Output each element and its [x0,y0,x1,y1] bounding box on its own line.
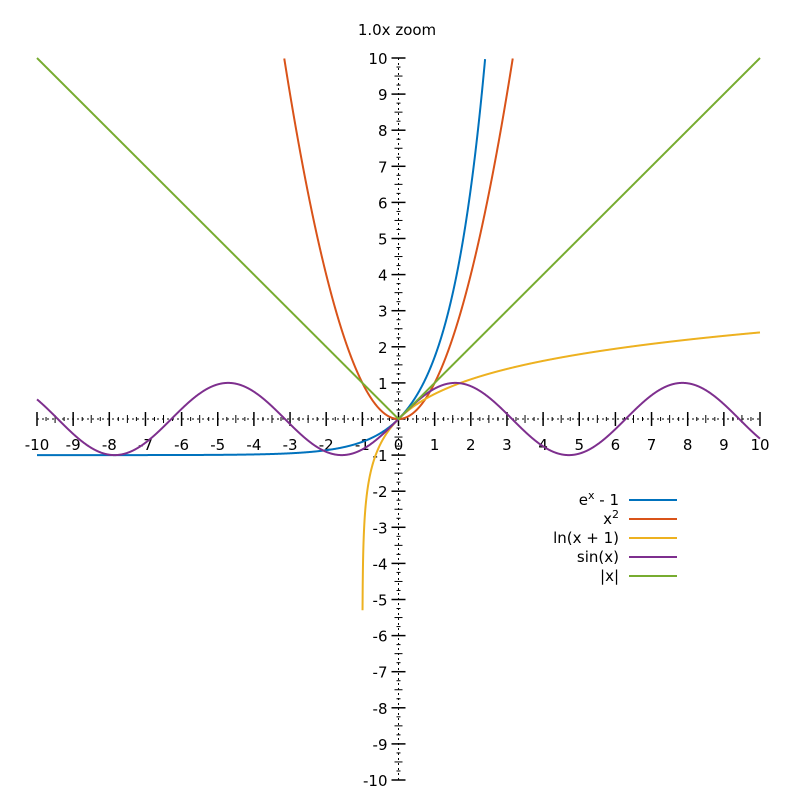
y-tick-label: -7 [373,664,388,682]
y-tick-label: 2 [378,339,388,357]
x-tick-label: 4 [538,436,548,454]
legend-label: ex - 1 [579,489,619,509]
y-tick-label: -5 [373,592,388,610]
legend-label: |x| [600,567,619,585]
x-tick-label: 1 [430,436,440,454]
x-tick-label: 0 [394,436,404,454]
x-tick-label: 2 [466,436,476,454]
x-tick-label: 6 [611,436,621,454]
x-tick-label: 9 [719,436,729,454]
y-tick-label: -2 [373,483,388,501]
y-tick-label: 4 [378,267,388,285]
y-tick-label: -6 [373,628,388,646]
curves [36,57,761,611]
y-tick-label: -3 [373,519,388,537]
y-tick-label: 3 [378,303,388,321]
y-tick-label: 1 [378,375,388,393]
y-tick-label: 10 [368,50,387,68]
x-tick-label: -5 [210,436,225,454]
legend-label: x2 [603,508,619,528]
x-tick-label: 3 [502,436,512,454]
x-tick-label: -6 [174,436,189,454]
x-tick-label: -9 [66,436,81,454]
x-tick-label: 10 [750,436,769,454]
y-tick-label: -10 [363,772,388,790]
x-tick-label: 7 [647,436,657,454]
series-line-abs [36,57,761,421]
y-tick-label: 7 [378,158,388,176]
y-tick-label: 6 [378,194,388,212]
y-tick-label: -9 [373,736,388,754]
x-tick-label: -4 [246,436,261,454]
y-tick-label: 9 [378,86,388,104]
y-tick-label: 8 [378,122,388,140]
x-tick-label: -3 [283,436,298,454]
y-tick-label: -4 [373,555,388,573]
legend-label: ln(x + 1) [553,529,619,547]
x-tick-label: 8 [683,436,693,454]
y-tick-label: 5 [378,231,388,249]
x-tick-label: -10 [25,436,50,454]
x-tick-label: -8 [102,436,117,454]
legend-label: sin(x) [577,548,619,566]
series-line-ln_x_plus_1 [361,331,761,611]
x-tick-label: 5 [574,436,584,454]
y-tick-label: -8 [373,700,388,718]
zoom-level-label: 1.0x zoom [358,21,436,39]
